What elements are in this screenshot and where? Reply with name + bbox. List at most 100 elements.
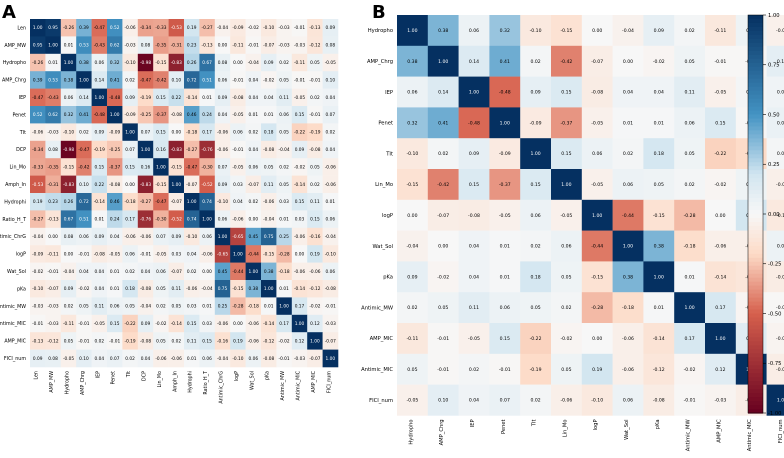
cell-value-label: -0.11: [63, 321, 74, 327]
heatmap-cell: [230, 349, 246, 368]
heatmap-cell: [199, 106, 216, 124]
heatmap-cell: [705, 261, 737, 293]
heatmap-cell: [168, 349, 185, 368]
cell-value-label: -0.01: [437, 367, 449, 373]
heatmap-cell: [30, 19, 46, 37]
cell-value-label: 1.00: [264, 286, 274, 292]
cell-value-label: 0.01: [187, 356, 197, 362]
cell-value-label: 0.10: [438, 398, 448, 404]
cell-value-label: -0.06: [125, 25, 136, 31]
cell-value-label: -0.06: [776, 182, 784, 188]
heatmap-cell: [551, 76, 583, 108]
cell-value-label: 0.07: [500, 398, 510, 404]
cell-value-label: 0.06: [500, 305, 510, 311]
cell-value-label: -0.15: [653, 213, 665, 219]
heatmap-cell: [291, 106, 308, 124]
cell-value-label: -0.44: [591, 244, 603, 250]
heatmap-cell: [322, 349, 339, 368]
cell-value-label: 0.06: [561, 244, 571, 250]
row-label: Antimic_MIC: [361, 367, 393, 373]
heatmap-cell: [489, 138, 521, 170]
cell-value-label: 0.09: [654, 28, 664, 34]
cell-value-label: -0.01: [294, 25, 305, 31]
cell-value-label: -0.14: [263, 321, 274, 327]
cell-value-label: 1.00: [530, 151, 540, 157]
cell-value-label: 0.01: [110, 286, 120, 292]
heatmap-cell: [168, 36, 185, 55]
cell-value-label: -0.01: [78, 321, 89, 327]
cell-value-label: 0.07: [110, 356, 120, 362]
cell-value-label: -0.31: [171, 43, 182, 49]
colorbar-segment: [748, 182, 763, 187]
cell-value-label: 0.01: [202, 95, 212, 101]
heatmap-cell: [245, 36, 262, 55]
heatmap-cell: [122, 175, 139, 194]
cell-value-label: 0.11: [264, 182, 274, 188]
cell-value-label: 0.17: [202, 130, 212, 136]
cell-value-label: 0.06: [125, 251, 135, 257]
heatmap-cell: [322, 210, 339, 229]
heatmap-cell: [245, 53, 262, 72]
heatmap-cell: [307, 297, 323, 316]
colorbar-segment: [748, 62, 763, 68]
row-label: Hydropho: [368, 28, 393, 34]
row-label: Penet: [12, 112, 26, 118]
cell-value-label: 0.02: [125, 269, 135, 275]
heatmap-cell: [168, 175, 185, 194]
heatmap-cell: [291, 262, 308, 281]
heatmap-cell: [766, 230, 784, 262]
cell-value-label: -0.53: [171, 25, 182, 31]
cell-value-label: 0.06: [407, 90, 417, 96]
heatmap-cell: [520, 15, 552, 47]
cell-value-label: 0.22: [95, 182, 105, 188]
heatmap-cell: [766, 76, 784, 108]
column-label: Antimic_MW: [280, 371, 286, 401]
heatmap-cell: [397, 353, 429, 385]
cell-value-label: 0.05: [561, 367, 571, 373]
cell-value-label: -0.18: [186, 130, 197, 136]
cell-value-label: 1.00: [407, 28, 417, 34]
row-label: FICI_num: [369, 398, 393, 404]
heatmap-cell: [291, 245, 308, 263]
cell-value-label: -0.18: [684, 244, 696, 250]
heatmap-cell: [261, 106, 277, 124]
cell-value-label: 0.02: [279, 60, 289, 66]
heatmap-cell: [674, 76, 706, 108]
heatmap-cell: [674, 169, 706, 201]
heatmap-cell: [137, 314, 154, 333]
heatmap-cell: [45, 227, 62, 246]
heatmap-cell: [551, 261, 583, 293]
heatmap-cell: [199, 88, 216, 107]
heatmap-cell: [322, 158, 339, 176]
cell-value-label: 1.00: [202, 217, 212, 223]
heatmap-cell: [307, 332, 323, 350]
cell-value-label: 0.06: [110, 304, 120, 310]
heatmap-cell: [168, 193, 185, 211]
cell-value-label: 0.05: [79, 304, 89, 310]
colorbar-segment: [748, 74, 763, 80]
heatmap-cell: [551, 138, 583, 170]
heatmap-cell: [705, 199, 737, 231]
cell-value-label: -0.06: [125, 234, 136, 240]
heatmap-cell: [674, 138, 706, 170]
cell-value-label: 0.04: [623, 90, 633, 96]
cell-value-label: 0.05: [310, 60, 320, 66]
cell-value-label: 0.00: [218, 43, 228, 49]
colorbar-segment: [748, 245, 763, 251]
heatmap-cell: [76, 140, 92, 159]
cell-value-label: 0.11: [172, 286, 182, 292]
cell-value-label: 0.06: [218, 217, 228, 223]
colorbar-segment: [748, 381, 763, 386]
heatmap-cell: [137, 280, 154, 298]
heatmap-cell: [581, 323, 613, 355]
colorbar-segment: [748, 325, 763, 331]
colorbar-segment: [748, 293, 763, 299]
cell-value-label: 0.39: [79, 25, 89, 31]
heatmap-cell: [76, 36, 92, 55]
cell-value-label: -0.52: [171, 217, 182, 223]
heatmap-cell: [107, 175, 123, 194]
cell-value-label: 0.06: [249, 356, 259, 362]
heatmap-cell: [199, 123, 216, 142]
cell-value-label: 1.00: [623, 244, 633, 250]
cell-value-label: -0.12: [309, 286, 320, 292]
